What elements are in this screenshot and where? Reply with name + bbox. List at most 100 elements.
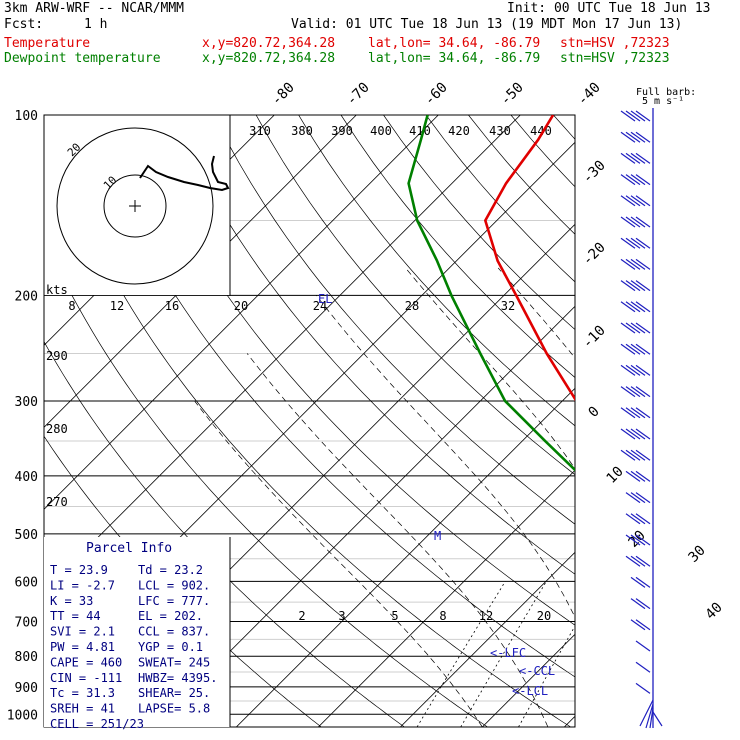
- wind-barb-label: Full barb:: [636, 87, 696, 98]
- wind-barb-flag: [635, 386, 651, 398]
- wind-barb-flag: [635, 216, 651, 228]
- wind-barb-flag: [625, 343, 641, 355]
- hodograph-speed-label: 24: [313, 299, 327, 313]
- wind-barb: [635, 661, 651, 673]
- wind-barb-flag: [630, 407, 646, 419]
- wind-barb-flag: [630, 195, 646, 207]
- isotherm-label: -20: [580, 240, 609, 269]
- wind-barb-flag: [630, 343, 646, 355]
- wind-barb-flag: [625, 513, 641, 525]
- dry-adiabat: [723, 115, 740, 727]
- wind-barb-flag: [625, 301, 641, 313]
- wind-barb-flag: [625, 534, 641, 546]
- isotherm-label: -80: [269, 80, 298, 109]
- wind-barb: [625, 513, 651, 525]
- wind-barb-flag: [630, 301, 646, 313]
- pressure-label: 100: [15, 109, 38, 124]
- wind-barb: [620, 428, 651, 440]
- lfc-marker: <-LFC: [490, 646, 526, 660]
- el-marker: EL: [318, 292, 332, 306]
- wind-barb: [635, 682, 651, 694]
- temperature-latlon: lat,lon= 34.64, -86.79: [368, 36, 541, 51]
- pressure-label: 700: [15, 615, 38, 630]
- theta-label: 380: [291, 124, 313, 138]
- fcst-value: 1 h: [84, 17, 108, 32]
- wind-barb-flag: [635, 195, 651, 207]
- wind-barb-units: 5 m s⁻¹: [642, 96, 684, 107]
- isotherm-label: 10: [604, 464, 627, 487]
- temperature-xy: x,y=820.72,364.28: [202, 36, 336, 51]
- wind-barb-flag: [635, 152, 651, 164]
- wind-barb-flag: [630, 258, 646, 270]
- moist-adiabat: [720, 268, 740, 727]
- theta-label: 280: [46, 422, 68, 436]
- wind-barb-flag: [635, 513, 651, 525]
- hodograph-panel: [44, 115, 230, 295]
- wind-barb-flag: [620, 131, 636, 143]
- parcel-info-value: SREH = 41: [50, 702, 115, 716]
- parcel-info-value: K = 33: [50, 594, 93, 608]
- wind-barb-flag: [625, 152, 641, 164]
- wind-barb: [620, 280, 651, 292]
- dry-adiabat: [298, 115, 575, 427]
- isotherm: [154, 305, 575, 727]
- theta-label: 270: [46, 495, 68, 509]
- wind-barb-flag: [635, 555, 651, 567]
- pressure-label: 600: [15, 575, 38, 590]
- wind-barb-flag: [630, 555, 646, 567]
- isotherm: [728, 115, 740, 727]
- wind-barb-flag: [620, 428, 636, 440]
- wind-barb-flag: [635, 428, 651, 440]
- lcl-marker: <-LCL: [512, 684, 548, 698]
- wind-barb-flag: [625, 470, 641, 482]
- wind-barb: [620, 237, 651, 249]
- wind-barb-flag: [635, 619, 651, 631]
- isotherm-label: -50: [498, 80, 527, 109]
- wind-barb-flag: [625, 364, 641, 376]
- init-time: Init: 00 UTC Tue 18 Jun 13: [507, 1, 711, 16]
- wind-barb-flag: [630, 386, 646, 398]
- dry-adiabat: [383, 115, 575, 331]
- isotherm-label: -10: [580, 323, 609, 352]
- hodograph-ring: [56, 127, 214, 285]
- wind-barb-flag: [635, 407, 651, 419]
- wind-barb-flag: [625, 174, 641, 186]
- wind-barb-flag: [630, 576, 646, 588]
- wind-barb-flag: [630, 449, 646, 461]
- moist-adiabat: [194, 400, 483, 727]
- dry-adiabat: [44, 115, 571, 727]
- parcel-info-value: EL = 202.: [138, 609, 203, 623]
- wind-barb-flag: [635, 449, 651, 461]
- hodograph-kts-label: kts: [46, 283, 68, 297]
- dewpoint-latlon: lat,lon= 34.64, -86.79: [368, 51, 541, 66]
- wind-barb: [620, 195, 651, 207]
- dry-adiabat: [425, 115, 575, 283]
- isotherm-label: -70: [344, 80, 373, 109]
- wind-barb-flag: [625, 110, 641, 122]
- parcel-info-value: Td = 23.2: [138, 563, 203, 577]
- parcel-info-value: Tc = 31.3: [50, 686, 115, 700]
- wind-barb-flag: [625, 322, 641, 334]
- wind-barb-flag: [635, 661, 651, 673]
- wind-barb: [630, 576, 651, 588]
- hodograph-speed-label: 12: [110, 299, 124, 313]
- wind-barb-flag: [620, 449, 636, 461]
- parcel-info-value: LCL = 902.: [138, 578, 210, 592]
- wind-barb-flag: [630, 174, 646, 186]
- dry-adiabat: [255, 115, 575, 476]
- isotherm-label: 30: [686, 543, 709, 566]
- isotherm: [400, 551, 575, 727]
- wind-barb-flag: [620, 364, 636, 376]
- moist-adiabat: [316, 295, 575, 619]
- temperature-label: Temperature: [4, 36, 91, 51]
- wind-barb-flag: [630, 322, 646, 334]
- dry-adiabat: [128, 115, 575, 626]
- wind-barb: [620, 174, 651, 186]
- parcel-info-value: CIN = -111: [50, 671, 122, 685]
- isotherm: [482, 633, 575, 727]
- parcel-info-value: CCL = 837.: [138, 625, 210, 639]
- wind-barb-flag: [620, 280, 636, 292]
- model-title: 3km ARW-WRF -- NCAR/MMM: [4, 1, 185, 16]
- parcel-info-title: Parcel Info: [86, 541, 172, 556]
- wind-barb-flag: [620, 386, 636, 398]
